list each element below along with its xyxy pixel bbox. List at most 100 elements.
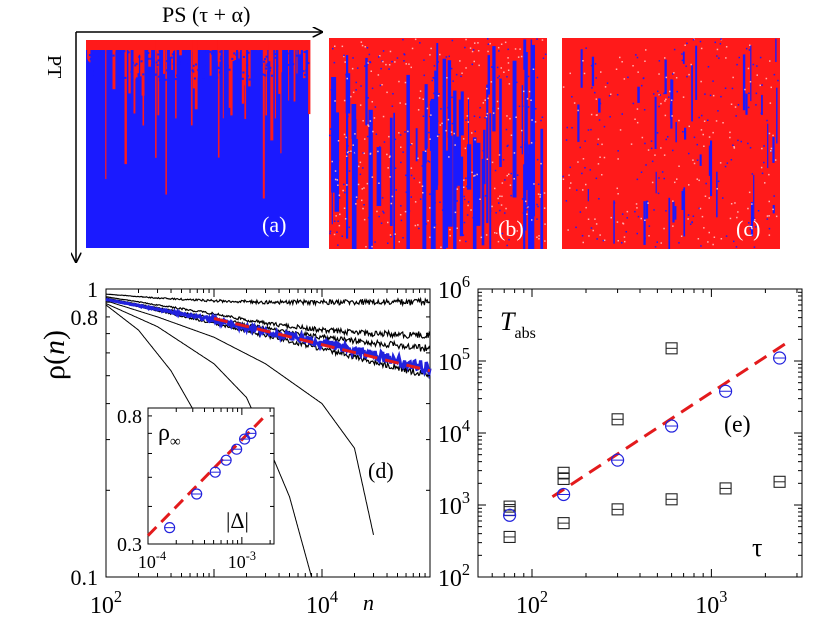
heatmap-speck [763, 161, 765, 164]
heatmap-speck [656, 132, 659, 134]
heatmap-speck [754, 219, 756, 221]
y-tick-label: 1 [87, 277, 98, 302]
heatmap-speck [365, 246, 367, 248]
heatmap-speck [595, 98, 598, 100]
panel-a-label: (a) [262, 212, 286, 237]
heatmap-speck [360, 85, 362, 87]
heatmap-speck [389, 155, 391, 157]
heatmap-speck [242, 56, 245, 58]
heatmap-streak [353, 104, 355, 191]
heatmap-speck [351, 67, 354, 70]
heatmap-speck [343, 207, 346, 209]
heatmap-speck [506, 174, 508, 177]
heatmap-speck [89, 58, 92, 61]
heatmap-speck [610, 216, 612, 219]
heatmap-speck [428, 161, 431, 163]
heatmap-speck [355, 81, 357, 84]
y-tick-label: 0.1 [71, 565, 99, 590]
heatmap-speck [332, 173, 334, 176]
heatmap-speck [119, 52, 122, 55]
heatmap-speck [515, 116, 517, 118]
heatmap-speck [726, 162, 729, 164]
heatmap-speck [396, 57, 399, 59]
heatmap-speck [348, 170, 351, 172]
heatmap-streak [492, 46, 496, 132]
heatmap-speck [540, 212, 543, 214]
heatmap-speck [699, 207, 702, 210]
heatmap-streak [270, 40, 274, 141]
heatmap-speck [568, 174, 570, 176]
heatmap-speck [696, 178, 698, 180]
heatmap-speck [601, 174, 603, 176]
heatmap-speck [164, 78, 167, 81]
heatmap-speck [698, 207, 701, 210]
heatmap-streak [524, 52, 528, 174]
heatmap-streak [489, 113, 492, 249]
heatmap-speck [264, 74, 267, 77]
heatmap-speck [170, 56, 173, 59]
heatmap-speck [484, 99, 486, 101]
heatmap-streak [645, 200, 649, 219]
heatmap-speck [656, 241, 658, 243]
heatmap-speck [456, 188, 459, 190]
heatmap-speck [539, 196, 541, 198]
heatmap-speck [390, 235, 392, 238]
heatmap-speck [761, 172, 764, 175]
heatmap-speck [103, 51, 106, 54]
heatmap-speck [151, 64, 154, 66]
heatmap-speck [642, 77, 645, 80]
heatmap-speck [581, 172, 583, 175]
heatmap-speck [450, 131, 453, 133]
heatmap-speck [389, 176, 391, 178]
heatmap-speck [124, 76, 127, 79]
heatmap-speck [241, 77, 244, 80]
heatmap-speck [439, 201, 441, 203]
heatmap-speck [699, 40, 702, 43]
heatmap-speck [300, 65, 302, 68]
heatmap-speck [394, 61, 396, 63]
heatmap-speck [157, 53, 160, 56]
heatmap-speck [261, 73, 264, 76]
heatmap-speck [609, 116, 611, 118]
heatmap-speck [454, 115, 457, 118]
inset-y-tick-label: 0.3 [117, 534, 142, 556]
heatmap-speck [337, 244, 339, 246]
heatmap-speck [355, 196, 358, 198]
heatmap-speck [138, 55, 141, 58]
heatmap-streak [476, 142, 481, 226]
heatmap-speck [603, 239, 606, 241]
heatmap-speck [382, 60, 384, 63]
heatmap-speck [664, 114, 667, 117]
heatmap-streak [331, 77, 337, 193]
heatmap-speck [260, 64, 263, 66]
heatmap-speck [424, 150, 427, 152]
heatmap-streak [293, 40, 296, 102]
heatmap-speck [522, 212, 525, 214]
heatmap-speck [768, 234, 771, 236]
heatmap-streak [521, 85, 523, 155]
heatmap-speck [516, 81, 518, 84]
heatmap-speck [430, 47, 432, 50]
heatmap-speck [136, 77, 139, 80]
heatmap-speck [467, 204, 469, 207]
heatmap-speck [404, 210, 407, 213]
heatmap-speck [426, 107, 429, 110]
heatmap-speck [108, 79, 111, 82]
heatmap-speck [434, 223, 437, 226]
heatmap-speck [288, 59, 291, 62]
heatmap-speck [158, 79, 161, 82]
heatmap-speck [371, 245, 373, 248]
heatmap-speck [259, 62, 261, 65]
heatmap-speck [437, 61, 439, 63]
heatmap-speck [541, 116, 544, 118]
x-tick-label: 103 [695, 587, 727, 619]
heatmap-speck [155, 61, 158, 64]
heatmap-speck [625, 231, 627, 233]
heatmap-speck [142, 73, 145, 76]
heatmap-speck [663, 92, 665, 95]
heatmap-streak [393, 112, 395, 249]
heatmap-speck [512, 189, 515, 191]
heatmap-speck [695, 51, 697, 54]
heatmap-speck [621, 113, 623, 115]
heatmap-speck [378, 182, 380, 184]
